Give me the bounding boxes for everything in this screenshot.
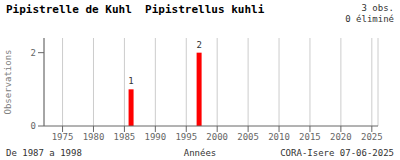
svg-text:1: 1: [128, 76, 133, 86]
html-text:Pipistrelle de Kuhl Pipistrell: Pipistrelle de Kuhl Pipistrellus kuhli: [6, 3, 265, 16]
svg-text:2: 2: [196, 40, 201, 50]
svg-text:1995: 1995: [175, 132, 197, 142]
svg-text:2015: 2015: [299, 132, 321, 142]
html-text:CORA-Isere 07-06-2025: CORA-Isere 07-06-2025: [280, 148, 394, 158]
svg-text:2010: 2010: [268, 132, 290, 142]
svg-text:2: 2: [31, 48, 36, 58]
svg-text:2025: 2025: [361, 132, 383, 142]
svg-text:1985: 1985: [114, 132, 136, 142]
svg-text:1975: 1975: [52, 132, 74, 142]
svg-text:0: 0: [31, 121, 36, 131]
svg-text:1990: 1990: [144, 132, 166, 142]
svg-text:2000: 2000: [206, 132, 228, 142]
svg-text:Observations: Observations: [8, 49, 13, 114]
html-text:De 1987 a 1998: De 1987 a 1998: [6, 148, 82, 158]
svg-text:2005: 2005: [237, 132, 259, 142]
svg-text:2020: 2020: [330, 132, 352, 142]
html-text:0 éliminé: 0 éliminé: [345, 14, 394, 24]
html-text:Années: Années: [183, 148, 217, 158]
html-text:3 obs.: 3 obs.: [361, 3, 394, 13]
svg-text:1980: 1980: [83, 132, 105, 142]
